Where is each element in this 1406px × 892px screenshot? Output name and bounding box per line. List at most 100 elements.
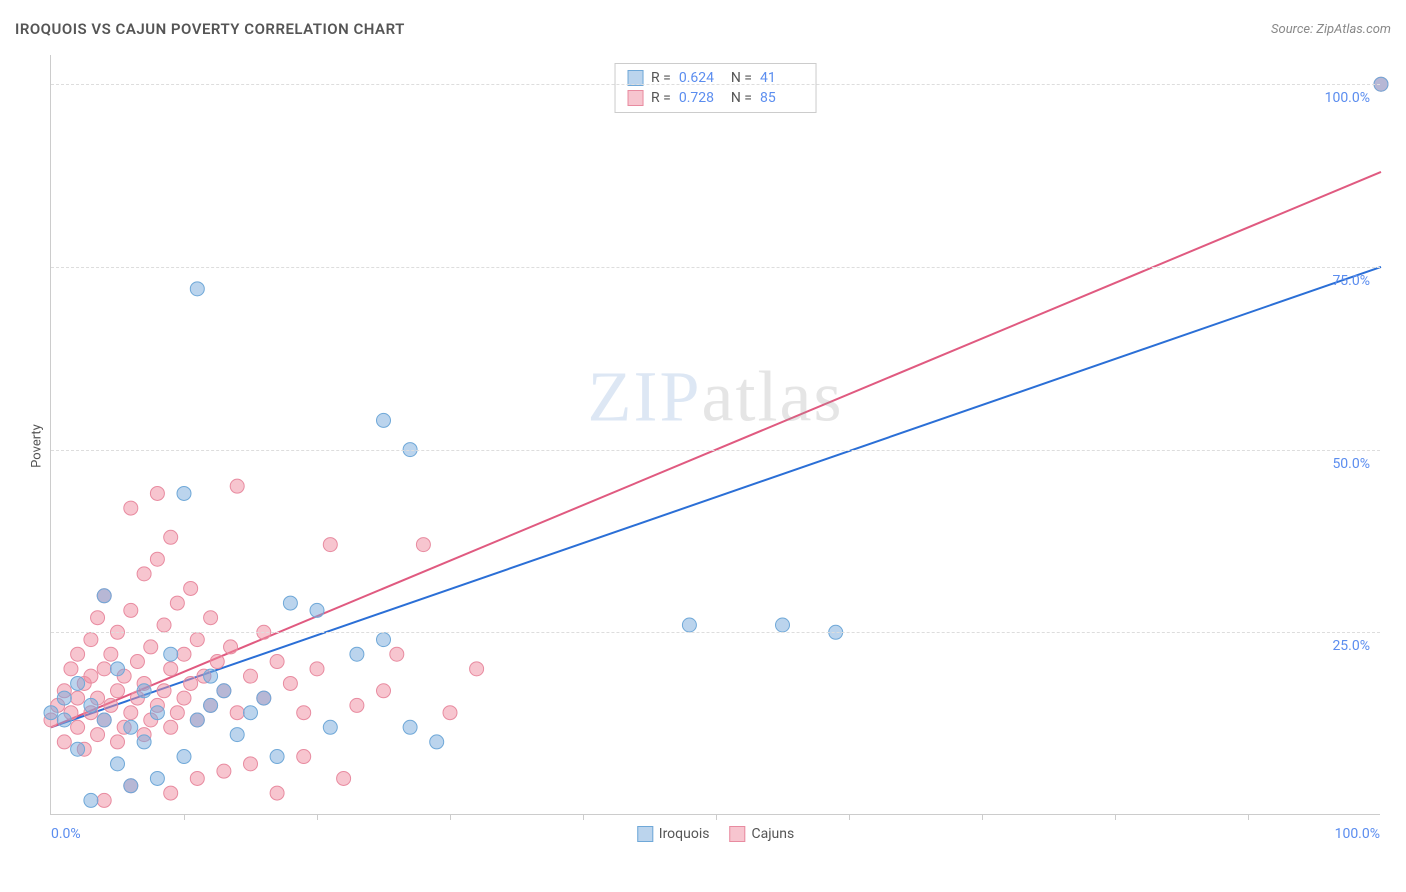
data-point <box>97 713 111 727</box>
data-point <box>144 640 158 654</box>
data-point <box>71 742 85 756</box>
data-point <box>776 618 790 632</box>
data-point <box>71 647 85 661</box>
legend-swatch <box>627 90 643 106</box>
data-point <box>297 706 311 720</box>
data-point <box>350 647 364 661</box>
data-point <box>177 647 191 661</box>
data-point <box>124 706 138 720</box>
data-point <box>257 691 271 705</box>
legend-swatch <box>729 826 745 842</box>
data-point <box>377 413 391 427</box>
data-point <box>111 662 125 676</box>
legend-series-item: Iroquois <box>637 826 710 842</box>
data-point <box>230 728 244 742</box>
data-point <box>84 669 98 683</box>
data-point <box>97 793 111 807</box>
data-point <box>104 698 118 712</box>
data-point <box>137 684 151 698</box>
data-point <box>403 720 417 734</box>
data-point <box>170 706 184 720</box>
legend-series-item: Cajuns <box>729 826 794 842</box>
x-tick <box>184 814 185 820</box>
data-point <box>430 735 444 749</box>
x-tick <box>982 814 983 820</box>
data-point <box>71 676 85 690</box>
x-tick-label: 100.0% <box>1335 826 1380 842</box>
y-tick-label: 100.0% <box>1325 90 1370 106</box>
data-point <box>137 735 151 749</box>
data-point <box>390 647 404 661</box>
data-point <box>150 552 164 566</box>
data-point <box>377 633 391 647</box>
data-point <box>443 706 457 720</box>
chart-plot-area: ZIPatlas R =0.624N =41R =0.728N =85 Iroq… <box>50 55 1380 815</box>
data-point <box>283 676 297 690</box>
data-point <box>270 786 284 800</box>
data-point <box>323 720 337 734</box>
data-point <box>97 662 111 676</box>
data-point <box>177 691 191 705</box>
data-point <box>204 669 218 683</box>
y-tick-label: 25.0% <box>1332 638 1370 654</box>
data-point <box>244 706 258 720</box>
y-tick-label: 75.0% <box>1332 273 1370 289</box>
data-point <box>470 662 484 676</box>
data-point <box>164 647 178 661</box>
data-point <box>124 720 138 734</box>
y-tick-label: 50.0% <box>1332 456 1370 472</box>
data-point <box>230 706 244 720</box>
legend-row: R =0.728N =85 <box>627 88 804 108</box>
data-point <box>150 771 164 785</box>
data-point <box>84 793 98 807</box>
data-point <box>150 486 164 500</box>
x-tick <box>1248 814 1249 820</box>
data-point <box>91 728 105 742</box>
data-point <box>283 596 297 610</box>
x-tick <box>1115 814 1116 820</box>
data-point <box>170 596 184 610</box>
data-point <box>124 779 138 793</box>
legend-r-value: 0.728 <box>679 90 723 106</box>
chart-source: Source: ZipAtlas.com <box>1271 22 1391 37</box>
data-point <box>210 655 224 669</box>
x-tick <box>716 814 717 820</box>
data-point <box>184 676 198 690</box>
data-point <box>111 684 125 698</box>
data-point <box>190 771 204 785</box>
data-point <box>57 691 71 705</box>
x-tick <box>317 814 318 820</box>
legend-swatch <box>637 826 653 842</box>
data-point <box>64 662 78 676</box>
gridline <box>51 450 1380 451</box>
scatter-plot-svg <box>51 55 1380 814</box>
x-tick <box>450 814 451 820</box>
data-point <box>297 750 311 764</box>
data-point <box>177 486 191 500</box>
data-point <box>164 662 178 676</box>
data-point <box>682 618 696 632</box>
series-legend: Iroquois Cajuns <box>637 826 794 842</box>
data-point <box>164 530 178 544</box>
data-point <box>57 735 71 749</box>
data-point <box>137 567 151 581</box>
data-point <box>416 538 430 552</box>
data-point <box>337 771 351 785</box>
x-tick <box>849 814 850 820</box>
data-point <box>124 603 138 617</box>
chart-title: IROQUOIS VS CAJUN POVERTY CORRELATION CH… <box>15 20 405 38</box>
data-point <box>377 684 391 698</box>
data-point <box>71 720 85 734</box>
data-point <box>97 589 111 603</box>
y-axis-label: Poverty <box>29 424 44 468</box>
legend-r-label: R = <box>651 90 671 106</box>
data-point <box>44 706 58 720</box>
data-point <box>224 640 238 654</box>
legend-n-label: N = <box>731 90 752 106</box>
data-point <box>350 698 364 712</box>
data-point <box>270 750 284 764</box>
data-point <box>104 647 118 661</box>
correlation-legend: R =0.624N =41R =0.728N =85 <box>614 63 817 113</box>
data-point <box>217 764 231 778</box>
data-point <box>130 655 144 669</box>
